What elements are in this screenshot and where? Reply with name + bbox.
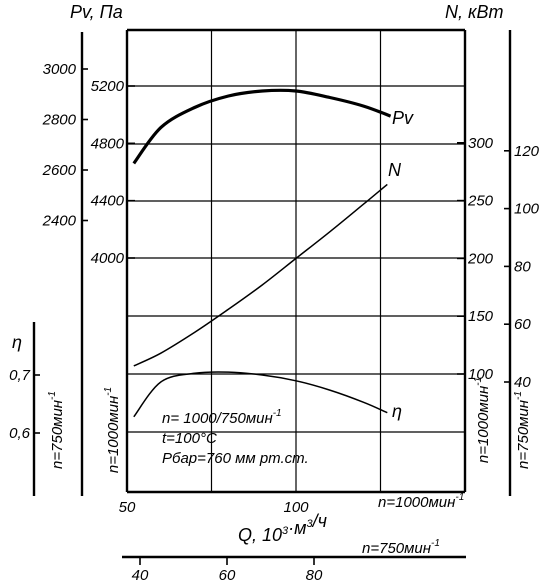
series-curve-2 — [133, 371, 388, 418]
curves-layer — [132, 88, 392, 418]
pv-1000-tick-0: 4000 — [91, 250, 125, 267]
q-750-tick-0: 40 — [132, 567, 149, 583]
pv-axis-title: Pv, Па — [70, 2, 123, 22]
n-750-tick-1: 60 — [514, 316, 531, 333]
eta-tick-0: 0,6 — [9, 425, 31, 442]
annotation-pressure: Pбар=760 мм рт.ст. — [162, 450, 309, 467]
pv-750-tick-3: 3000 — [43, 61, 77, 78]
eta-tick-1: 0,7 — [9, 367, 31, 384]
series-curve-1 — [133, 183, 388, 367]
q-1000-speed-exp: -1 — [455, 492, 464, 503]
pv-1000-speed-label-exp: -1 — [103, 387, 114, 396]
q-axis-title-unit: ·м — [288, 518, 306, 538]
q-axis-title-exp1: 3 — [282, 525, 289, 537]
q-750-tick-2: 80 — [306, 567, 323, 583]
annotation-speed-exp: -1 — [273, 408, 282, 419]
q-axis-title-tail: /ч — [311, 511, 327, 531]
series-label-0: Pv — [392, 108, 414, 128]
q-750-speed-label: n=750мин-1 — [362, 538, 440, 557]
pv-750-speed-label-exp: -1 — [47, 391, 58, 400]
n-1000-tick-0: 100 — [468, 366, 494, 383]
q-1000-speed-label: n=1000мин-1 — [378, 492, 464, 511]
n-1000-tick-2: 200 — [467, 250, 494, 267]
q-1000-tick-1: 100 — [283, 499, 309, 516]
n-750-tick-2: 80 — [514, 258, 531, 275]
pv-750-tick-2: 2800 — [42, 112, 77, 129]
pv-750-speed-label: n=750мин-1 — [47, 391, 66, 469]
grid-layer — [127, 30, 465, 492]
pv-750-tick-1: 2600 — [42, 162, 77, 179]
annotation-temperature: t=100°C — [162, 430, 217, 447]
n-1000-tick-1: 150 — [468, 308, 494, 325]
pv-1000-tick-2: 4800 — [91, 135, 125, 152]
n-750-tick-4: 120 — [514, 143, 540, 160]
n-750-speed-label: n=750мин-1 — [513, 391, 532, 469]
n-1000-tick-3: 250 — [467, 193, 494, 210]
n-750-tick-3: 100 — [514, 201, 540, 218]
pv-1000-tick-1: 4400 — [91, 193, 125, 210]
n-axis-title: N, кВт — [445, 2, 504, 22]
labels-layer: Pv, Па N, кВт η 4000 4400 4800 5200 2400 2600 280… — [9, 2, 540, 583]
n-750-speed-label-exp: -1 — [513, 391, 524, 400]
series-label-2: η — [392, 401, 402, 421]
pv-750-tick-0: 2400 — [42, 213, 77, 230]
n-1000-tick-4: 300 — [468, 135, 494, 152]
n-1000-speed-label-exp: -1 — [473, 377, 484, 386]
series-label-1: N — [388, 160, 402, 180]
q-axis-title: Q, 103·м3/ч — [238, 511, 327, 545]
q-750-tick-1: 60 — [219, 567, 236, 583]
q-axis-title-exp2: 3 — [307, 518, 314, 530]
annotation-speed: n= 1000/750мин-1 — [162, 408, 282, 427]
pv-1000-speed-label: n=1000мин-1 — [103, 387, 122, 473]
series-curve-0 — [132, 88, 392, 165]
eta-axis-title: η — [12, 332, 22, 352]
n-750-tick-0: 40 — [514, 374, 531, 391]
axes-layer — [32, 28, 512, 565]
q-1000-tick-0: 50 — [119, 499, 136, 516]
q-750-speed-exp: -1 — [431, 538, 440, 549]
pv-1000-tick-3: 5200 — [91, 78, 125, 95]
n-1000-speed-label: n=1000мин-1 — [473, 377, 492, 463]
